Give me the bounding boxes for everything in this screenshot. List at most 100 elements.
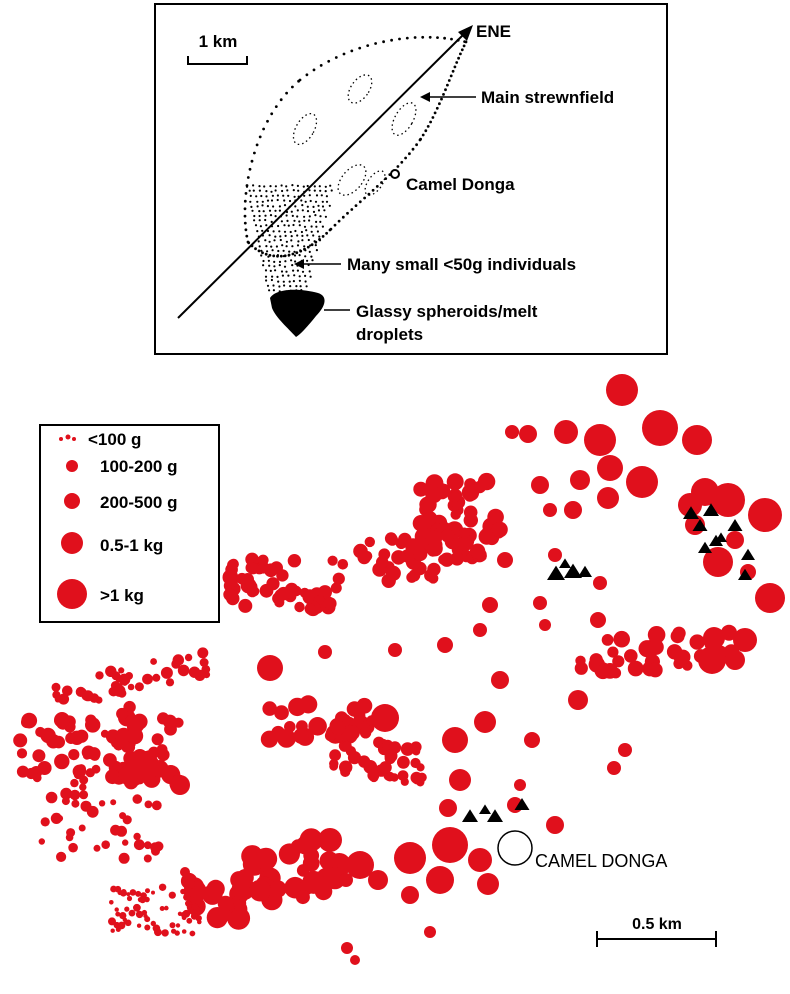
- meteorite-dot: [158, 883, 167, 891]
- meteorite-dot: [51, 682, 61, 692]
- meteorite-dot: [648, 639, 664, 655]
- stipple-dot: [263, 185, 266, 188]
- meteorite-dot: [68, 842, 78, 853]
- stipple-dot: [305, 229, 308, 232]
- stipple-dot: [276, 194, 279, 197]
- meteorite-dot: [347, 751, 362, 765]
- triangle-marker: [727, 519, 743, 531]
- meteorite-dot: [678, 493, 702, 517]
- meteorite-dot: [394, 842, 426, 874]
- meteorite-dot: [388, 643, 402, 657]
- meteorite-dot: [151, 733, 164, 746]
- outline-dot: [453, 65, 457, 69]
- meteorite-dot: [359, 727, 372, 739]
- outline-dot: [442, 93, 445, 96]
- meteorite-dot: [543, 503, 557, 517]
- meteorite-dot: [79, 783, 87, 791]
- meteorite-dot: [755, 583, 785, 613]
- triangle-marker: [487, 809, 503, 822]
- meteorite-dot: [185, 879, 195, 889]
- outline-dot: [449, 74, 453, 78]
- stipple-dot: [287, 224, 290, 227]
- meteorite-dot: [575, 655, 586, 666]
- stipple-dot: [314, 214, 317, 217]
- meteorite-dot: [119, 912, 127, 920]
- stipple-dot: [315, 220, 318, 223]
- outline-dot: [279, 98, 283, 102]
- outline-dot: [243, 221, 247, 225]
- stipple-dot: [271, 194, 274, 197]
- meteorite-dot: [584, 424, 616, 456]
- meteorite-dot: [195, 887, 200, 892]
- triangle-marker: [479, 804, 491, 814]
- stipple-dot: [319, 189, 322, 192]
- stipple-dot: [268, 240, 271, 243]
- meteorite-dot: [135, 890, 142, 897]
- meteorite-dot: [238, 598, 253, 613]
- stipple-dot: [254, 224, 258, 227]
- stipple-dot: [304, 280, 307, 283]
- meteorite-dot: [491, 671, 509, 689]
- stipple-dot: [315, 249, 318, 252]
- meteorite-dot: [38, 838, 45, 845]
- meteorite-dot: [426, 866, 454, 894]
- outline-dot: [451, 69, 455, 73]
- meteorite-dot: [487, 508, 504, 526]
- meteorite-dot: [647, 626, 666, 644]
- meteorite-dot: [113, 684, 126, 697]
- meteorite-dot: [199, 658, 209, 667]
- stipple-dot: [290, 239, 293, 242]
- legend-label-lt100g: <100 g: [88, 430, 141, 449]
- meteorite-dot: [54, 712, 70, 728]
- meteorite-dot: [142, 673, 153, 685]
- meteorite-dot: [132, 794, 143, 804]
- outline-dot: [342, 52, 346, 56]
- glassy-label-line1: Glassy spheroids/melt: [356, 302, 538, 321]
- meteorite-dot: [725, 650, 745, 670]
- meteorite-dot: [726, 531, 744, 549]
- meteorite-dot: [143, 841, 152, 850]
- stipple-dot: [308, 194, 311, 197]
- stipple-dot: [321, 205, 325, 208]
- meteorite-dot: [126, 892, 131, 897]
- meteorite-dot: [189, 896, 195, 902]
- outline-dot: [305, 73, 309, 77]
- outline-dot: [459, 52, 462, 56]
- stipple-dot: [269, 214, 273, 217]
- meteorite-dot: [143, 854, 152, 863]
- meteorite-dot: [606, 374, 638, 406]
- stipple-dot: [304, 249, 307, 252]
- stipple-dot: [306, 184, 309, 188]
- meteorite-dot: [346, 851, 374, 879]
- triangle-marker: [514, 798, 530, 810]
- stipple-dot: [288, 199, 292, 203]
- stipple-dot: [265, 195, 268, 198]
- stipple-dot: [272, 254, 275, 257]
- meteorite-dot: [60, 787, 73, 800]
- stipple-dot: [315, 225, 318, 228]
- outline-dot: [450, 37, 453, 41]
- meteorite-dot: [439, 799, 457, 817]
- stipple-dot: [258, 210, 261, 213]
- strewnfield-outline: [243, 35, 468, 258]
- triangle-marker: [547, 565, 565, 580]
- outline-dot: [337, 219, 341, 223]
- meteorite-dot: [624, 649, 638, 663]
- meteorite-dot: [103, 753, 117, 767]
- stipple-dot: [276, 198, 279, 202]
- stipple-dot: [274, 185, 277, 188]
- stipple-dot: [303, 219, 306, 222]
- stipple-dot: [328, 204, 331, 207]
- meteorite-dot: [308, 717, 327, 736]
- legend-item-gt1kg: >1 kg: [57, 579, 144, 609]
- meteorite-dot: [406, 571, 418, 583]
- stipple-dot: [271, 249, 274, 252]
- outline-dot: [350, 208, 354, 211]
- meteorite-dot: [457, 534, 474, 551]
- meteorite-dot: [131, 751, 159, 779]
- meteorite-dot: [68, 749, 80, 761]
- meteorite-dot: [379, 761, 392, 774]
- meteorite-dot: [145, 888, 150, 894]
- outline-dot: [270, 112, 274, 116]
- meteorite-dot: [546, 816, 564, 834]
